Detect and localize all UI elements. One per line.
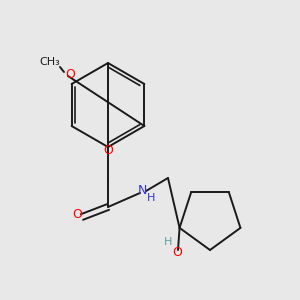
Text: O: O xyxy=(103,145,113,158)
Text: H: H xyxy=(164,237,172,247)
Text: O: O xyxy=(65,68,75,82)
Text: O: O xyxy=(72,208,82,220)
Text: N: N xyxy=(137,184,147,197)
Text: O: O xyxy=(172,247,182,260)
Text: H: H xyxy=(147,193,155,203)
Text: CH₃: CH₃ xyxy=(40,57,60,67)
